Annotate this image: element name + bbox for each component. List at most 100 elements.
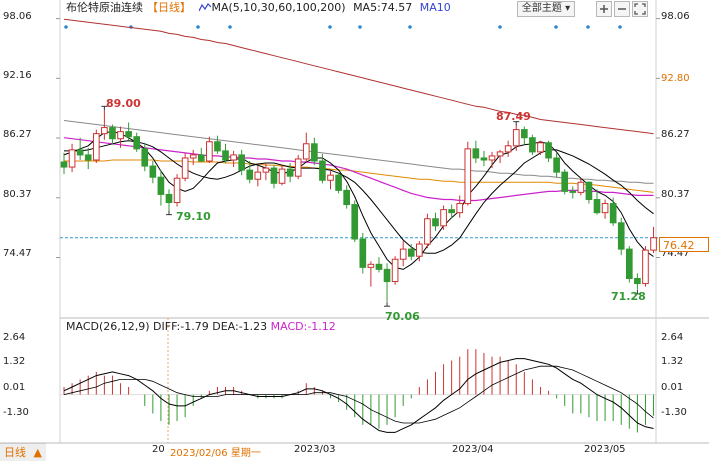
candle-body bbox=[319, 160, 326, 181]
candle-body bbox=[512, 129, 520, 147]
price-tick-left: 98.06 bbox=[3, 11, 32, 22]
candle-body bbox=[391, 258, 399, 283]
candle-body bbox=[157, 176, 165, 195]
fullscreen-icon[interactable] bbox=[632, 1, 648, 17]
candle-body bbox=[407, 248, 415, 257]
candle-body bbox=[553, 157, 560, 173]
ma-label: MA(5,10,30,60,100,200) bbox=[211, 1, 346, 14]
candle-body bbox=[327, 174, 334, 181]
candle-body bbox=[416, 243, 423, 257]
candle-body bbox=[214, 141, 221, 152]
candle-body bbox=[141, 148, 149, 167]
x-tick: 2023/04 bbox=[452, 444, 494, 455]
candle-body bbox=[545, 142, 552, 159]
candle-body bbox=[335, 174, 342, 191]
theme-dropdown-label: 全部主题 bbox=[521, 3, 562, 14]
high-annotation: 89.00 bbox=[106, 97, 141, 110]
candle-body bbox=[92, 133, 100, 161]
ma200-line bbox=[63, 18, 654, 135]
price-tick-left: 74.47 bbox=[3, 248, 32, 259]
candle-body bbox=[270, 167, 278, 184]
candle-body bbox=[496, 151, 504, 157]
candle-body bbox=[68, 149, 76, 168]
candle-body bbox=[399, 248, 407, 260]
event-marker-dot bbox=[618, 25, 622, 29]
candle-body bbox=[84, 154, 92, 161]
zoom-plus-icon[interactable] bbox=[596, 1, 612, 17]
low-annotation: 79.10 bbox=[176, 210, 211, 223]
period-selector-label: 日线 bbox=[4, 446, 26, 459]
candle-body bbox=[609, 203, 617, 224]
x-tick: 2023/05 bbox=[584, 444, 626, 455]
event-marker-dot bbox=[408, 25, 412, 29]
candle-body bbox=[569, 190, 577, 193]
price-tick-right: 74.47 bbox=[661, 248, 690, 259]
event-marker-dot bbox=[498, 25, 502, 29]
zoom-minus-icon[interactable] bbox=[614, 1, 630, 17]
candle-body bbox=[133, 136, 141, 150]
candle-body bbox=[504, 145, 512, 153]
chevron-down-icon: ▾ bbox=[565, 3, 571, 14]
candle-body bbox=[432, 218, 439, 227]
ma10-label: MA10 bbox=[419, 1, 451, 14]
macd-diff-value: DIFF:-1.79 bbox=[153, 320, 209, 333]
macd-tick-right: -1.30 bbox=[661, 407, 687, 418]
theme-dropdown[interactable]: 全部主题 ▾ bbox=[517, 1, 575, 17]
macd-tick-left: 0.01 bbox=[3, 382, 26, 393]
candle-body bbox=[625, 248, 633, 279]
candle-body bbox=[617, 222, 625, 250]
candle-body bbox=[593, 198, 601, 214]
candle-body bbox=[294, 158, 302, 177]
ma30-line bbox=[63, 137, 654, 202]
ma60-line bbox=[64, 159, 654, 193]
price-tick-right: 92.80 bbox=[661, 73, 690, 84]
candle-body bbox=[456, 203, 464, 214]
candle-body bbox=[440, 209, 447, 227]
macd-macd-value: MACD:-1.12 bbox=[270, 320, 336, 333]
candle-body bbox=[464, 148, 472, 205]
price-tick-left: 80.37 bbox=[3, 189, 32, 200]
candle-body bbox=[650, 237, 657, 251]
candle-body bbox=[262, 167, 270, 173]
candle-body bbox=[585, 181, 593, 200]
candle-body bbox=[634, 277, 641, 285]
period-label[interactable]: 【日线】 bbox=[147, 1, 191, 14]
price-tick-right: 80.37 bbox=[661, 189, 690, 200]
x-tick: 2023/03 bbox=[294, 444, 336, 455]
candle-body bbox=[302, 143, 310, 160]
candle-body bbox=[189, 154, 197, 159]
macd-header: MACD(26,12,9) DIFF:-1.79 DEA:-1.23 MACD:… bbox=[66, 320, 336, 334]
candle-body bbox=[149, 165, 157, 178]
candle-body bbox=[197, 154, 205, 162]
chart-header: 布伦特原油连续 【日线】 MA(5,10,30,60,100,200) MA5:7… bbox=[66, 0, 455, 16]
instrument-title: 布伦特原油连续 bbox=[66, 1, 143, 14]
candle-body bbox=[561, 171, 569, 192]
candle-body bbox=[206, 141, 213, 162]
macd-label: MACD(26,12,9) bbox=[66, 320, 150, 333]
x-tick-partial: 20 bbox=[152, 444, 165, 455]
price-tick-left: 92.16 bbox=[3, 70, 32, 81]
candle-body bbox=[286, 168, 294, 177]
candle-body bbox=[577, 181, 585, 193]
ma5-value: MA5:74.57 bbox=[353, 1, 413, 14]
candle-body bbox=[76, 149, 84, 156]
event-marker-dot bbox=[586, 25, 590, 29]
candle-body bbox=[448, 209, 455, 214]
candle-body bbox=[351, 204, 359, 240]
candle-body bbox=[537, 142, 544, 153]
macd-dea-line bbox=[63, 365, 654, 424]
crosshair-date: 2023/02/06 星期一 bbox=[170, 448, 261, 459]
candle-body bbox=[311, 143, 318, 162]
event-marker-dot bbox=[64, 25, 68, 29]
candle-body bbox=[642, 249, 649, 285]
ma-settings-icon[interactable] bbox=[198, 3, 211, 12]
macd-tick-right: 1.32 bbox=[661, 356, 684, 367]
candle-body bbox=[60, 161, 68, 168]
period-selector[interactable]: 日线 ▲ bbox=[0, 443, 46, 461]
price-tick-right: 98.06 bbox=[661, 11, 690, 22]
high-annotation: 87.49 bbox=[496, 110, 531, 123]
candle-body bbox=[480, 157, 488, 161]
price-tick-left: 86.27 bbox=[3, 129, 32, 140]
ma5-line bbox=[63, 131, 654, 270]
